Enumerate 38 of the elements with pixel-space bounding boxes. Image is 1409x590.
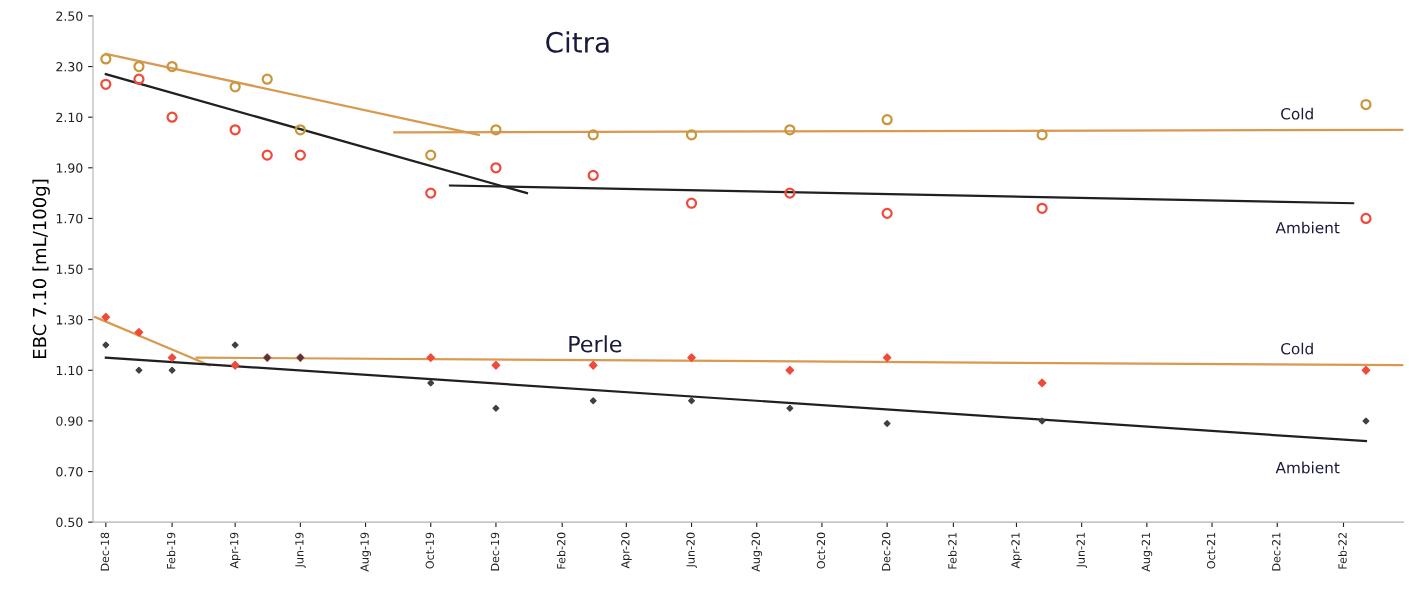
x-tick-label: Aug-19 — [360, 532, 371, 572]
y-tick-label: 1.50 — [56, 264, 83, 274]
y-axis-title: EBC 7.10 [mL/100g] — [32, 179, 50, 359]
y-tick-label: 0.90 — [56, 416, 83, 426]
annotation: Ambient — [1275, 461, 1340, 474]
x-tick-label: Aug-21 — [1141, 532, 1153, 572]
x-tick-label: Apr-20 — [621, 532, 632, 569]
y-tick-label: 0.50 — [56, 517, 83, 528]
y-tick-label: 2.50 — [56, 11, 83, 21]
x-tick-label: Dec-18 — [100, 532, 110, 571]
x-tick-label: Apr-19 — [229, 532, 241, 569]
annotation: Cold — [1281, 342, 1313, 355]
y-tick-label: 1.30 — [56, 315, 83, 325]
x-tick-label: Aug-20 — [751, 532, 763, 572]
y-tick-label: 2.10 — [56, 112, 83, 123]
x-tick-label: Oct-21 — [1206, 532, 1216, 569]
annotation: Citra — [546, 31, 609, 53]
x-tick-label: Jun-19 — [295, 532, 306, 568]
x-tick-label: Feb-22 — [1338, 532, 1347, 569]
x-tick-label: Oct-20 — [816, 532, 826, 569]
annotation: Ambient — [1275, 221, 1340, 234]
y-tick-label: 1.90 — [56, 163, 83, 173]
x-tick-label: Feb-21 — [948, 532, 957, 569]
x-tick-label: Jun-20 — [686, 532, 697, 568]
x-tick-label: Dec-21 — [1272, 532, 1281, 571]
annotation: Perle — [569, 335, 622, 353]
x-tick-label: Dec-20 — [881, 532, 891, 571]
x-tick-label: Dec-19 — [490, 532, 500, 571]
y-tick-label: 0.70 — [56, 467, 83, 477]
x-tick-label: Jun-21 — [1076, 532, 1087, 568]
y-tick-label: 2.30 — [56, 62, 83, 72]
x-tick-label: Apr-21 — [1011, 532, 1022, 569]
annotation: Cold — [1281, 107, 1313, 120]
y-tick-label: 1.70 — [56, 213, 83, 224]
x-tick-label: Oct-19 — [425, 532, 434, 569]
x-tick-label: Feb-19 — [166, 532, 176, 569]
x-tick-label: Feb-20 — [556, 532, 566, 569]
y-tick-label: 1.10 — [56, 365, 83, 376]
